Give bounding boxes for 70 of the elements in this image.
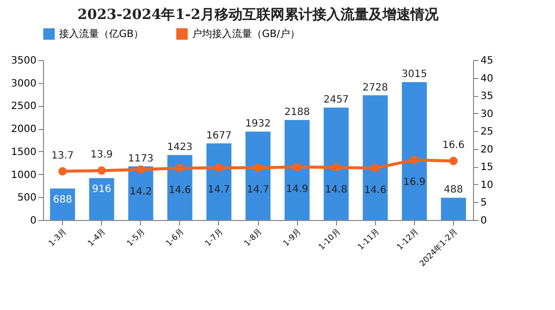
y2-tick-label: 10 xyxy=(480,180,494,191)
bar xyxy=(402,82,427,220)
bar xyxy=(362,95,388,220)
y2-tick-label: 0 xyxy=(480,216,487,226)
y2-tick-label: 45 xyxy=(480,56,494,66)
x-tick-label: 1-9月 xyxy=(281,226,303,248)
y-tick-label: 3500 xyxy=(11,56,36,66)
y2-tick-label: 40 xyxy=(480,73,494,84)
data-label: 16.6 xyxy=(442,140,465,151)
x-tick-label: 1-5月 xyxy=(125,226,146,248)
y-tick-label: 500 xyxy=(17,192,36,204)
data-label: 1932 xyxy=(245,118,271,130)
data-label: 1423 xyxy=(167,142,193,153)
data-label: 916 xyxy=(92,184,112,196)
y-tick-label: 2500 xyxy=(11,101,36,112)
data-label: 1173 xyxy=(128,153,154,164)
data-label: 1677 xyxy=(206,130,232,142)
data-label: 2457 xyxy=(323,94,349,106)
point xyxy=(176,164,184,172)
data-label: 16.9 xyxy=(403,176,426,188)
bar xyxy=(206,143,232,220)
x-tick-label: 1-3月 xyxy=(46,226,68,248)
legend-label: 接入流量（亿GB） xyxy=(59,28,144,40)
data-label: 14.2 xyxy=(130,186,152,198)
y2-tick-label: 5 xyxy=(480,198,487,209)
bar xyxy=(324,108,349,220)
y-tick-label: 3000 xyxy=(11,78,36,90)
point xyxy=(332,163,340,172)
y2-tick-label: 35 xyxy=(480,91,494,102)
data-label: 3015 xyxy=(402,69,428,80)
y-tick-label: 1500 xyxy=(11,146,36,158)
bar xyxy=(89,178,114,220)
y-tick-label: 0 xyxy=(30,216,36,226)
data-label: 13.9 xyxy=(90,150,113,161)
chart-title: 2023-2024年1-2月移动互联网累计接入流量及增速情况 xyxy=(77,6,440,23)
point xyxy=(371,164,380,172)
y2-tick-label: 25 xyxy=(480,126,494,138)
y2-tick-label: 30 xyxy=(480,108,494,120)
point xyxy=(410,156,419,164)
x-tick-label: 1-6月 xyxy=(164,226,186,248)
data-label: 14.6 xyxy=(168,185,191,196)
y-tick-label: 2000 xyxy=(11,124,36,136)
data-label: 688 xyxy=(53,194,72,206)
x-tick-label: 1-8月 xyxy=(242,226,264,248)
legend-label: 户均接入流量（GB/户） xyxy=(192,28,300,40)
point xyxy=(449,156,458,166)
bar xyxy=(284,120,310,220)
y2-tick-label: 20 xyxy=(480,144,494,156)
data-label: 14.8 xyxy=(325,184,348,196)
data-label: 13.7 xyxy=(51,150,74,162)
x-tick-label: 1-7月 xyxy=(203,226,225,248)
y2-tick-label: 15 xyxy=(480,162,494,174)
point xyxy=(97,166,106,175)
point xyxy=(292,162,302,172)
point xyxy=(254,164,262,172)
data-label: 14.9 xyxy=(286,184,308,196)
data-label: 2728 xyxy=(362,82,388,94)
x-tick-label: 1-4月 xyxy=(86,226,108,248)
point xyxy=(58,167,67,176)
data-label: 488 xyxy=(444,184,463,196)
data-label: 2188 xyxy=(284,106,310,118)
bar xyxy=(440,198,466,220)
bar xyxy=(246,132,270,220)
y-tick-label: 1000 xyxy=(11,170,36,181)
data-label: 14.7 xyxy=(208,184,230,196)
bar xyxy=(167,154,192,220)
point xyxy=(214,164,224,172)
point xyxy=(136,165,145,174)
data-label: 14.6 xyxy=(364,185,386,196)
data-label: 14.7 xyxy=(246,184,270,196)
